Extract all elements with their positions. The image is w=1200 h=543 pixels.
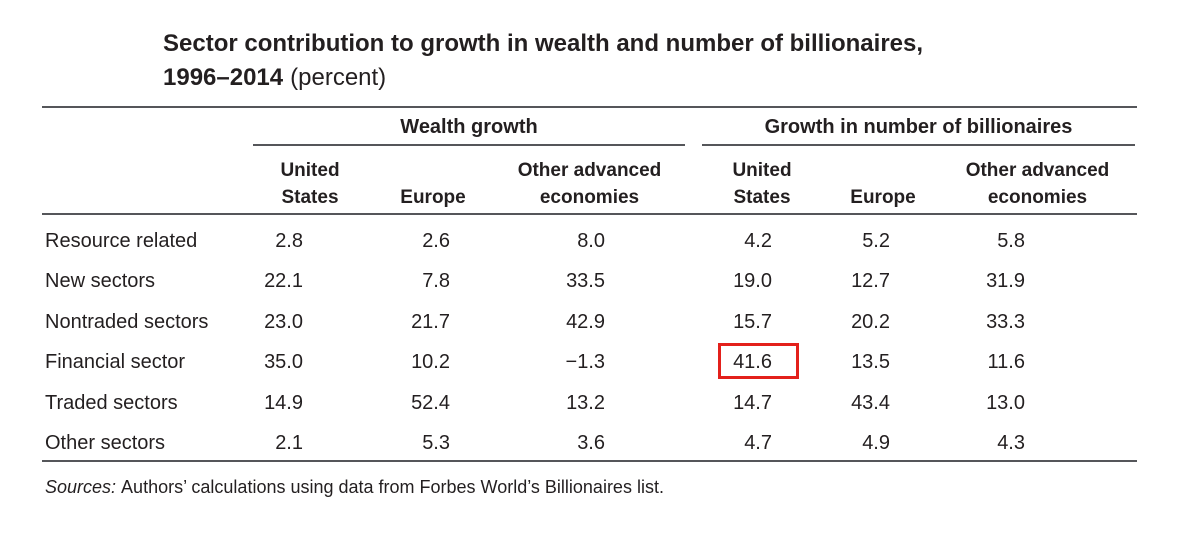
source-note-prefix: Sources: — [45, 477, 117, 497]
cell-value: 2.6 — [422, 229, 450, 252]
col-header-billionaires-europe: Europe — [850, 187, 916, 208]
cell-value: 33.5 — [566, 269, 605, 292]
table-title-line2: 1996–2014 (percent) — [163, 61, 923, 95]
cell-value: 4.2 — [744, 229, 772, 252]
cell-value: 8.0 — [577, 229, 605, 252]
cell-value: 43.4 — [851, 391, 890, 414]
row-label: Resource related — [45, 229, 198, 252]
cell-value: 2.8 — [275, 229, 303, 252]
highlight-box — [718, 343, 799, 379]
cell-value: 10.2 — [411, 350, 450, 373]
table-row: New sectors 22.1 7.8 33.5 19.0 12.7 31.9 — [42, 261, 1137, 301]
cell-value: 13.5 — [851, 350, 890, 373]
row-label: Nontraded sectors — [45, 310, 209, 333]
col-header-wealth-united-states: United States — [280, 160, 340, 208]
cell-value: 14.7 — [733, 391, 772, 414]
cell-value: 33.3 — [986, 310, 1025, 333]
table-row: Financial sector 35.0 10.2 −1.3 41.6 13.… — [42, 342, 1137, 382]
table-row: Nontraded sectors 23.0 21.7 42.9 15.7 20… — [42, 302, 1137, 342]
col-header-wealth-europe: Europe — [400, 187, 466, 208]
cell-value: 4.9 — [862, 431, 890, 454]
cell-value: 23.0 — [264, 310, 303, 333]
group-header-wealth-growth: Wealth growth — [400, 116, 538, 138]
col-header-billionaires-united-states: United States — [732, 160, 792, 208]
cell-value: 20.2 — [851, 310, 890, 333]
row-label: Financial sector — [45, 350, 186, 373]
col-header-wealth-other-advanced: Other advanced economies — [517, 160, 662, 208]
table-row: Resource related 2.8 2.6 8.0 4.2 5.2 5.8 — [42, 221, 1137, 261]
cell-value: 5.3 — [422, 431, 450, 454]
source-note-text: Authors’ calculations using data from Fo… — [121, 477, 664, 497]
table-title: Sector contribution to growth in wealth … — [163, 27, 923, 95]
cell-value: 13.2 — [566, 391, 605, 414]
rule-group-left — [253, 144, 685, 146]
cell-value: 13.0 — [986, 391, 1025, 414]
cell-value: 7.8 — [422, 269, 450, 292]
rule-top — [42, 106, 1137, 108]
cell-value: −1.3 — [565, 350, 605, 373]
rule-subheader — [42, 213, 1137, 215]
row-label: New sectors — [45, 269, 156, 292]
cell-value-highlighted: 41.6 — [733, 350, 772, 373]
cell-value: 5.2 — [862, 229, 890, 252]
cell-value: 42.9 — [566, 310, 605, 333]
table-row: Other sectors 2.1 5.3 3.6 4.7 4.9 4.3 — [42, 423, 1137, 463]
cell-value: 4.7 — [744, 431, 772, 454]
cell-value: 4.3 — [997, 431, 1025, 454]
cell-value: 31.9 — [986, 269, 1025, 292]
cell-value: 19.0 — [733, 269, 772, 292]
cell-value: 21.7 — [411, 310, 450, 333]
table-title-line1: Sector contribution to growth in wealth … — [163, 30, 924, 57]
source-note: Sources: Authors’ calculations using data… — [45, 474, 664, 500]
table-title-period: 1996–2014 — [163, 64, 284, 91]
cell-value: 52.4 — [411, 391, 450, 414]
row-label: Other sectors — [45, 431, 166, 454]
col-header-billionaires-other-advanced: Other advanced economies — [965, 160, 1110, 208]
cell-value: 5.8 — [997, 229, 1025, 252]
cell-value: 3.6 — [577, 431, 605, 454]
rule-group-right — [702, 144, 1135, 146]
group-header-billionaire-growth: Growth in number of billionaires — [764, 116, 1073, 138]
cell-value: 35.0 — [264, 350, 303, 373]
cell-value: 2.1 — [275, 431, 303, 454]
cell-value: 14.9 — [264, 391, 303, 414]
table-title-unit: (percent) — [290, 64, 387, 91]
table-row: Traded sectors 14.9 52.4 13.2 14.7 43.4 … — [42, 383, 1137, 423]
cell-value: 11.6 — [987, 350, 1025, 373]
rule-bottom — [42, 460, 1137, 462]
cell-value: 22.1 — [264, 269, 303, 292]
row-label: Traded sectors — [45, 391, 178, 414]
cell-value: 15.7 — [733, 310, 772, 333]
cell-value: 12.7 — [851, 269, 890, 292]
